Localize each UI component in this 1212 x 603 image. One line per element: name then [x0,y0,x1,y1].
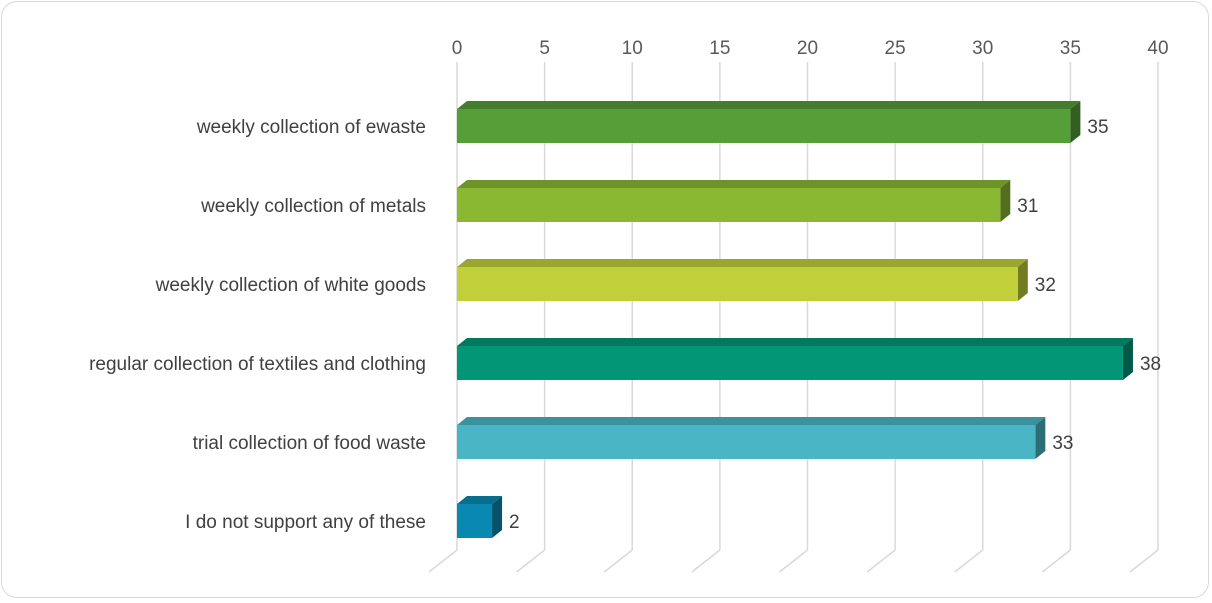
category-label: trial collection of food waste [193,433,426,454]
category-label: regular collection of textiles and cloth… [89,354,426,375]
data-labels: 35 31 32 38 33 2 [509,117,1161,533]
floor-gridline [691,549,721,573]
bar-front-face [457,267,1018,301]
bars [457,101,1133,538]
x-tick-label: 20 [797,38,818,59]
floor-gridline [603,549,633,573]
bar [457,259,1028,301]
bar-top-face [457,338,1133,346]
category-label: I do not support any of these [185,512,426,533]
bar-front-face [457,188,1001,222]
bar-front-face [457,109,1071,143]
x-tick-label: 25 [885,38,906,59]
bar-top-face [457,259,1028,267]
x-tick-label: 35 [1060,38,1081,59]
bar-front-face [457,504,493,538]
bar-side-face [1035,417,1046,459]
bar-top-face [457,180,1011,188]
bar-side-face [1000,180,1011,222]
bar [457,338,1133,380]
floor-gridline [866,549,896,573]
x-tick-label: 40 [1147,38,1168,59]
bar-side-face [1017,259,1028,301]
gridlines [428,62,1159,573]
data-label: 33 [1052,433,1073,454]
x-tick-label: 0 [452,38,463,59]
bar-side-face [1070,101,1081,143]
floor-gridline [779,549,808,573]
bar [457,101,1081,143]
bar [457,417,1046,459]
category-labels: weekly collection of ewaste weekly collec… [89,117,426,533]
category-label: weekly collection of ewaste [196,117,426,138]
x-tick-label: 10 [622,38,643,59]
bar-front-face [457,425,1036,459]
floor-gridline [954,549,984,573]
x-tick-label: 30 [972,38,993,59]
data-label: 32 [1035,275,1056,296]
bar [457,496,503,538]
category-label: weekly collection of white goods [155,275,426,296]
bar-front-face [457,346,1123,380]
bar-top-face [457,496,503,504]
x-tick-label: 5 [539,38,550,59]
floor-gridline [516,549,546,573]
floor-gridline [1129,549,1159,573]
x-axis-ticks: 0 5 10 15 20 25 30 35 40 [452,38,1169,59]
data-label: 35 [1087,117,1108,138]
bar [457,180,1011,222]
floor-gridline [428,549,458,573]
x-tick-label: 15 [709,38,730,59]
category-label: weekly collection of metals [200,196,426,217]
data-label: 2 [509,512,520,533]
data-label: 31 [1017,196,1038,217]
data-label: 38 [1140,354,1161,375]
bar-top-face [457,417,1046,425]
bar-side-face [492,496,503,538]
bar-side-face [1122,338,1133,380]
bar-top-face [457,101,1081,109]
floor-gridline [1041,549,1071,573]
